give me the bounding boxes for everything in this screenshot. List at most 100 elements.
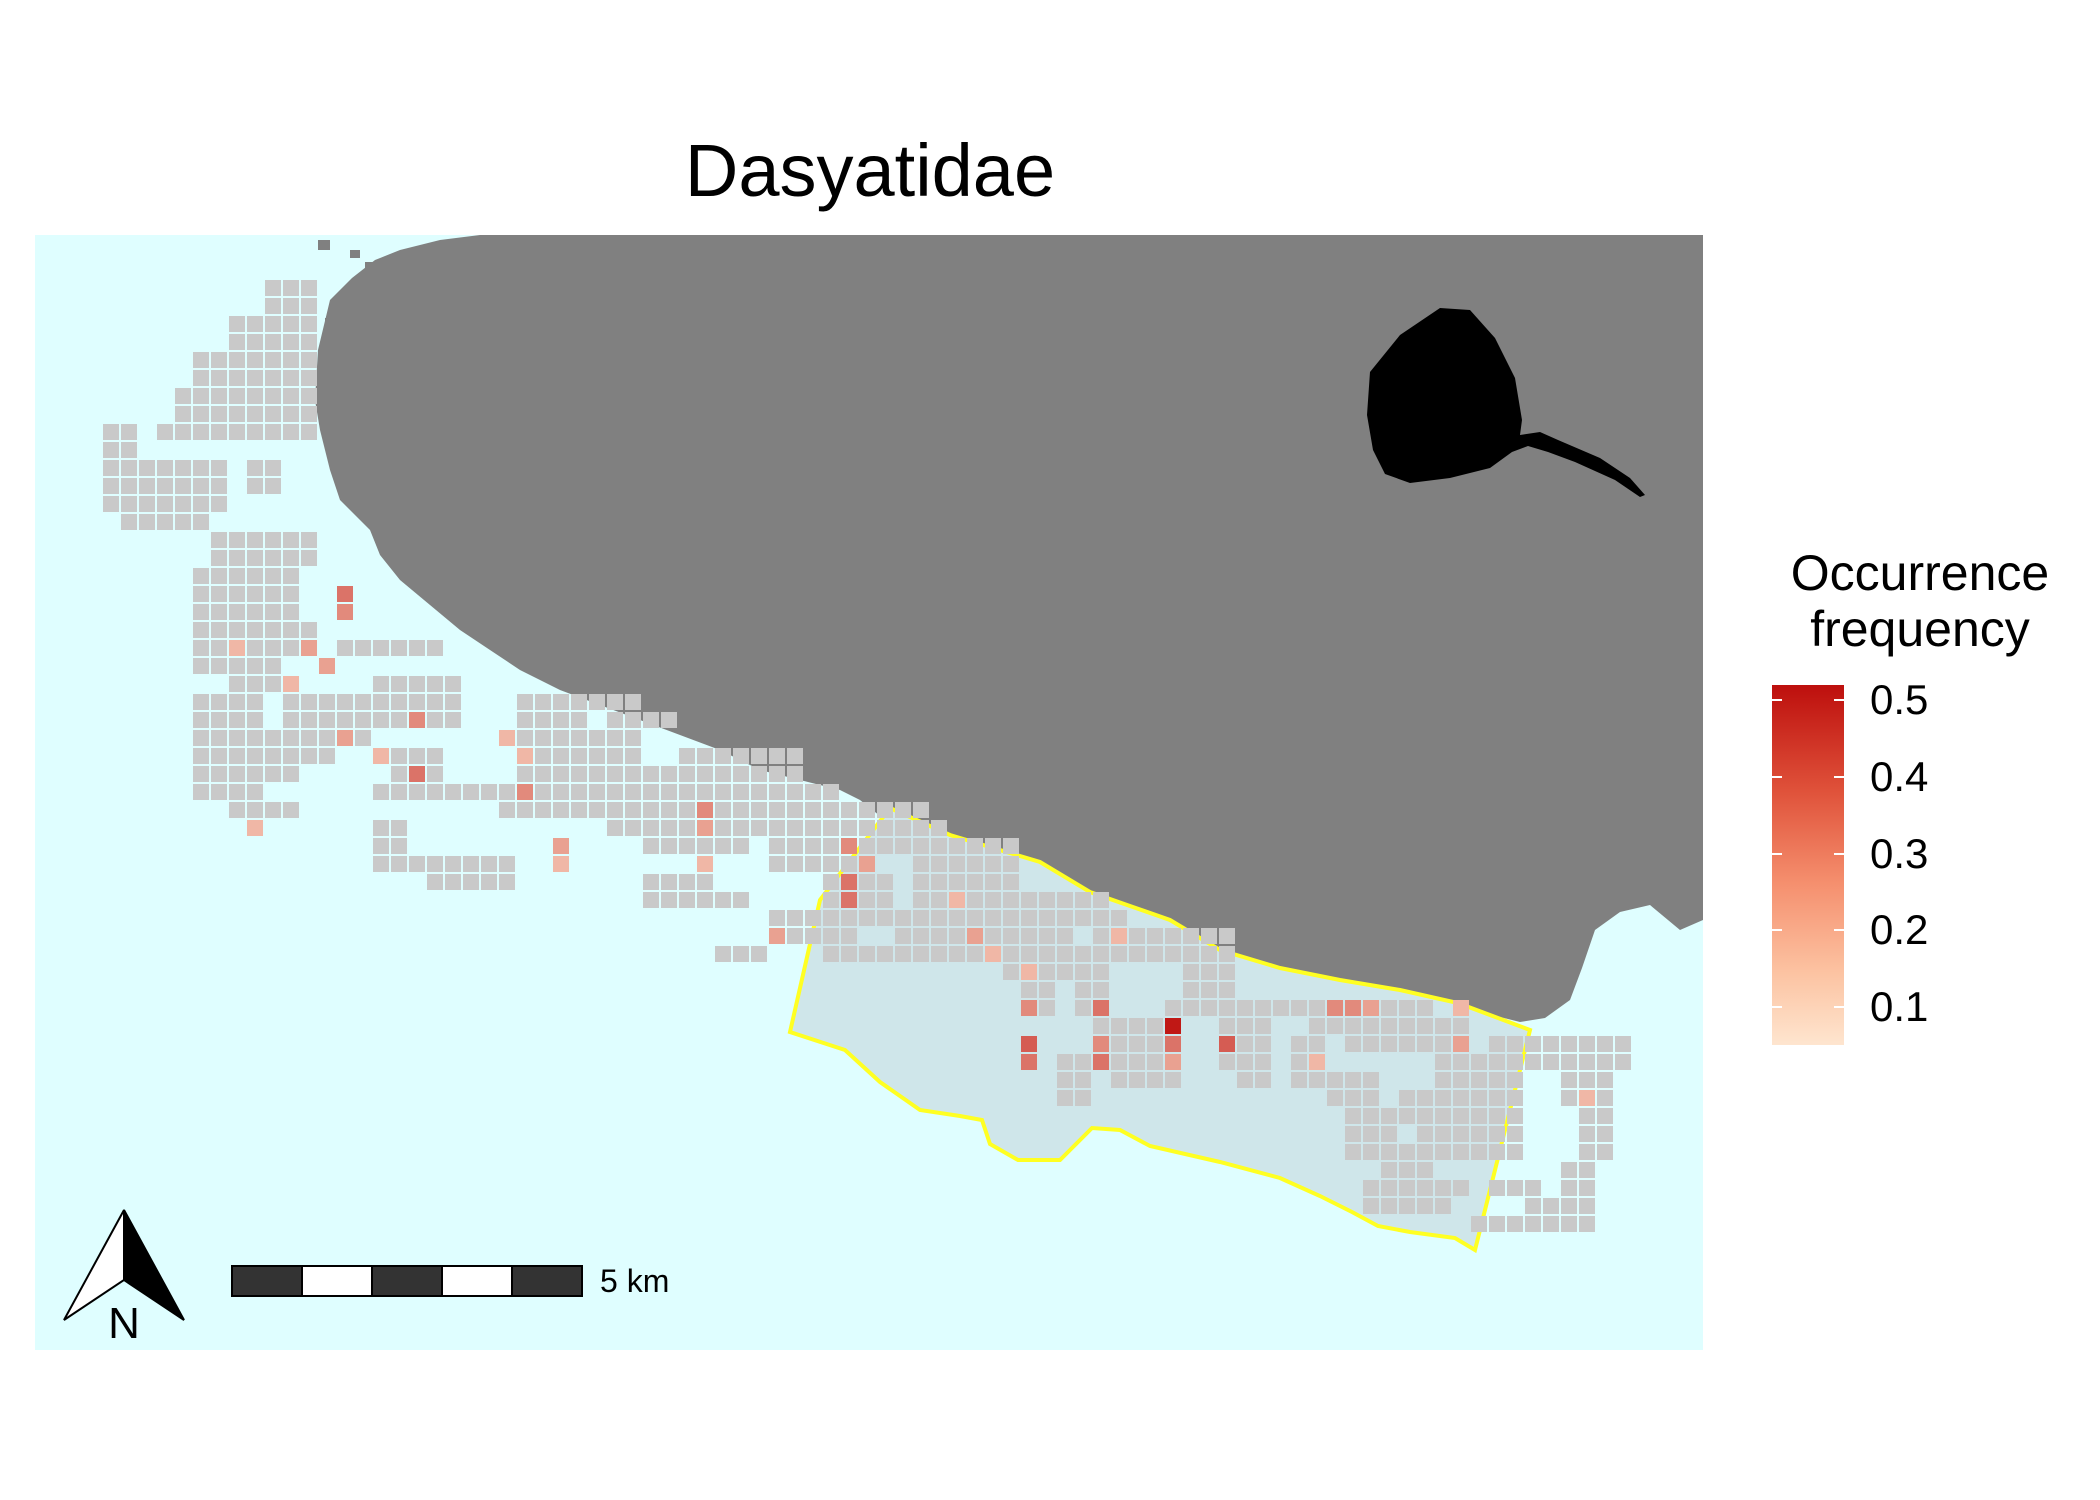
- grid-cell: [247, 406, 263, 422]
- grid-cell: [859, 802, 875, 818]
- grid-cell: [427, 676, 443, 692]
- grid-cell: [715, 802, 731, 818]
- grid-cell: [283, 406, 299, 422]
- grid-cell: [283, 334, 299, 350]
- grid-cell: [229, 532, 245, 548]
- grid-cell: [247, 316, 263, 332]
- grid-cell: [553, 766, 569, 782]
- grid-cell: [985, 856, 1001, 872]
- grid-cell: [1201, 982, 1217, 998]
- grid-cell: [301, 730, 317, 746]
- grid-cell: [1165, 946, 1181, 962]
- grid-cell: [841, 910, 857, 926]
- grid-cell: [211, 460, 227, 476]
- grid-cell: [823, 910, 839, 926]
- grid-cell-occurrence: [697, 820, 713, 836]
- coastal-islets: [318, 240, 418, 330]
- grid-cell: [535, 802, 551, 818]
- grid-cell: [1003, 892, 1019, 908]
- grid-cell: [1327, 1072, 1343, 1088]
- grid-cell: [769, 820, 785, 836]
- grid-cell: [715, 748, 731, 764]
- grid-cell-occurrence: [337, 586, 353, 602]
- grid-cell: [1057, 892, 1073, 908]
- grid-cell: [301, 334, 317, 350]
- grid-cell: [1579, 1144, 1595, 1160]
- grid-cell: [283, 532, 299, 548]
- grid-cell: [1417, 1108, 1433, 1124]
- grid-cell: [301, 550, 317, 566]
- grid-cell: [823, 874, 839, 890]
- grid-cell: [1489, 1090, 1505, 1106]
- grid-cell: [265, 550, 281, 566]
- grid-cell: [157, 424, 173, 440]
- grid-cell: [283, 766, 299, 782]
- grid-cell: [571, 802, 587, 818]
- grid-cell: [1597, 1090, 1613, 1106]
- grid-cell: [1435, 1126, 1451, 1142]
- grid-cell: [1111, 1072, 1127, 1088]
- grid-cell: [1129, 1054, 1145, 1070]
- grid-cell: [751, 820, 767, 836]
- grid-cell: [175, 460, 191, 476]
- grid-cell: [409, 676, 425, 692]
- grid-cell: [229, 784, 245, 800]
- grid-cell: [1399, 1180, 1415, 1196]
- grid-cell: [517, 712, 533, 728]
- grid-cell: [931, 892, 947, 908]
- grid-cell: [229, 406, 245, 422]
- grid-cell: [1255, 1036, 1271, 1052]
- grid-cell: [1309, 1036, 1325, 1052]
- grid-cell: [319, 730, 335, 746]
- grid-cell: [859, 838, 875, 854]
- grid-cell: [517, 694, 533, 710]
- grid-cell: [517, 766, 533, 782]
- grid-cell: [1363, 1126, 1379, 1142]
- grid-cell: [1255, 1054, 1271, 1070]
- legend-tick-mark: [1772, 929, 1844, 932]
- grid-cell: [1183, 964, 1199, 980]
- grid-cell: [229, 568, 245, 584]
- grid-cell: [1543, 1036, 1559, 1052]
- grid-cell: [931, 856, 947, 872]
- grid-cell: [571, 712, 587, 728]
- grid-cell: [1129, 946, 1145, 962]
- grid-cell: [193, 622, 209, 638]
- grid-cell: [1597, 1054, 1613, 1070]
- grid-cell-occurrence: [247, 820, 263, 836]
- grid-cell: [103, 496, 119, 512]
- grid-cell: [805, 910, 821, 926]
- grid-cell: [625, 766, 641, 782]
- grid-cell: [1093, 892, 1109, 908]
- grid-cell: [553, 712, 569, 728]
- grid-cell: [355, 712, 371, 728]
- grid-cell: [1003, 874, 1019, 890]
- grid-cell: [1525, 1216, 1541, 1232]
- grid-cell: [1489, 1126, 1505, 1142]
- grid-cell: [337, 712, 353, 728]
- grid-cell: [301, 712, 317, 728]
- legend-tick-mark: [1772, 699, 1844, 702]
- legend-tick-label: 0.1: [1870, 982, 1929, 1030]
- grid-cell: [283, 730, 299, 746]
- grid-cell: [589, 784, 605, 800]
- grid-cell: [607, 712, 623, 728]
- grid-cell: [193, 604, 209, 620]
- grid-cell: [535, 730, 551, 746]
- grid-cell: [697, 766, 713, 782]
- grid-cell: [247, 658, 263, 674]
- grid-cell: [1399, 1198, 1415, 1214]
- grid-cell: [733, 802, 749, 818]
- grid-cell: [1183, 946, 1199, 962]
- grid-cell: [247, 424, 263, 440]
- grid-cell: [625, 730, 641, 746]
- grid-cell: [1237, 1018, 1253, 1034]
- grid-cell: [913, 892, 929, 908]
- grid-cell: [787, 928, 803, 944]
- legend-tick-mark: [1772, 852, 1844, 855]
- grid-cell: [859, 946, 875, 962]
- grid-cell: [679, 748, 695, 764]
- grid-cell: [265, 802, 281, 818]
- grid-cell: [589, 694, 605, 710]
- grid-cell: [1129, 1018, 1145, 1034]
